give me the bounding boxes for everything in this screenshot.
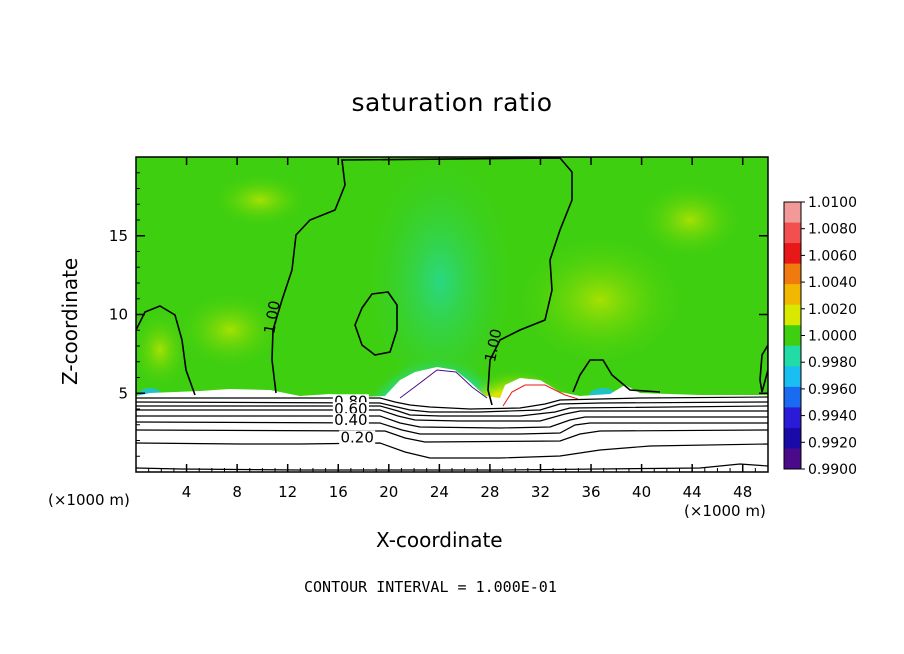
x-tick-label: 20 (379, 483, 398, 501)
colorbar-label: 0.9980 (808, 355, 857, 371)
colorbar-swatch (784, 386, 801, 408)
contour-interval-note: CONTOUR INTERVAL = 1.000E-01 (304, 578, 557, 596)
x-axis-ticks: 4 8 12 16 20 24 28 32 36 40 44 48 (148, 157, 756, 501)
colorbar-label: 0.9960 (808, 382, 857, 398)
x-unit-left: (×1000 m) (48, 491, 130, 509)
colorbar-swatch (784, 263, 801, 285)
y-tick-label: 5 (118, 384, 128, 402)
y-tick-label: 15 (109, 227, 128, 245)
x-tick-label: 40 (632, 483, 651, 501)
x-tick-label: 16 (329, 483, 348, 501)
contour-label-bg (332, 413, 369, 428)
colorbar-swatch (784, 448, 801, 470)
y-axis-ticks: 5 10 15 (109, 172, 768, 457)
contour-label-bg (332, 402, 369, 417)
x-tick-label: 28 (480, 483, 499, 501)
x-tick-label: 12 (278, 483, 297, 501)
colorbar-label: 1.0020 (808, 302, 857, 318)
x-axis-label: X-coordinate (376, 528, 503, 552)
contour-1-00 (136, 157, 768, 406)
colorbar-swatch (784, 345, 801, 367)
colorbar-label: 1.0040 (808, 275, 857, 291)
colorbar-blocks (783, 201, 802, 470)
y-axis-label: Z-coordinate (58, 257, 82, 385)
contour-label-bg (339, 430, 376, 445)
colorbar-label: 1.0000 (808, 329, 857, 345)
x-tick-label: 44 (683, 483, 702, 501)
contour-label: 0.20 (340, 429, 373, 447)
colorbar-swatch (784, 222, 801, 244)
colorbar-swatch (784, 243, 801, 265)
colorbar-swatch (784, 304, 801, 326)
x-tick-label: 4 (182, 483, 192, 501)
x-tick-label: 36 (581, 483, 600, 501)
chart-title: saturation ratio (351, 88, 553, 117)
x-tick-label: 48 (733, 483, 752, 501)
colorbar-labels: 1.0100 1.0080 1.0060 1.0040 1.0020 1.0000 0.99… (801, 195, 857, 478)
colorbar-label: 1.0080 (808, 222, 857, 238)
colorbar-swatch (784, 407, 801, 429)
colorbar-label: 1.0100 (808, 195, 857, 211)
heatmap-field (136, 157, 768, 472)
colorbar-label: 0.9900 (808, 462, 857, 478)
colorbar-label: 0.9920 (808, 435, 857, 451)
y-tick-label: 10 (109, 306, 128, 324)
colorbar-swatch (784, 202, 801, 223)
contour-labels: 1.001.000.800.600.400.20 (260, 299, 505, 447)
x-tick-label: 32 (531, 483, 550, 501)
contour-label: 0.40 (334, 411, 367, 429)
contour-lines (136, 396, 768, 471)
colorbar-swatch (784, 366, 801, 388)
colorbar-swatch (784, 325, 801, 347)
colorbar-swatch (784, 284, 801, 306)
x-tick-label: 24 (430, 483, 449, 501)
colorbar-label: 1.0060 (808, 248, 857, 264)
contour-label: 1.00 (260, 299, 284, 335)
x-unit-right: (×1000 m) (684, 502, 766, 520)
colorbar-label: 0.9940 (808, 409, 857, 425)
x-tick-label: 8 (232, 483, 242, 501)
colorbar-swatch (784, 427, 801, 449)
